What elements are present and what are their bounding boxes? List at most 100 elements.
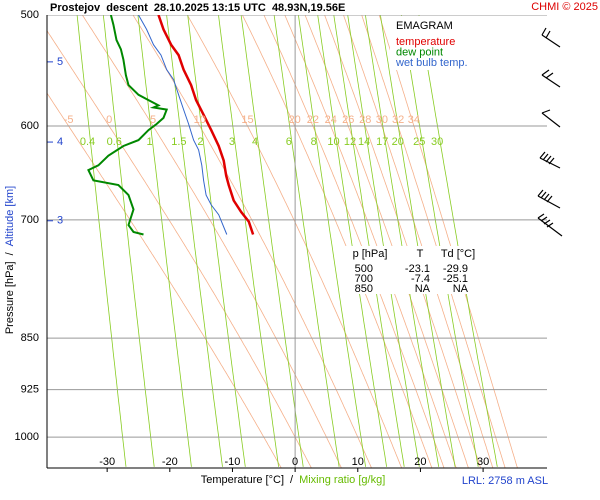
legend-title: EMAGRAM <box>396 20 453 32</box>
legend-entry: wet bulb temp. <box>395 57 468 69</box>
y-label-2: Altitude [km] <box>4 186 16 247</box>
mixing-ratio-label: 20 <box>392 136 404 148</box>
mixing-ratio-label: 1 <box>146 136 152 148</box>
footnote: LRL: 2758 m ASL <box>462 475 548 487</box>
wind-barb <box>539 151 561 169</box>
x-tick-label: 20 <box>414 456 426 468</box>
mixing-ratio-label: 17 <box>376 136 388 148</box>
table-cell: 700 <box>355 273 373 285</box>
x-label: Temperature [°C] <box>201 474 284 486</box>
adiabat-label: 26 <box>342 114 354 126</box>
table-box <box>345 246 477 294</box>
y-tick-label: 850 <box>21 332 39 344</box>
mixing-ratio-label: 2 <box>197 136 203 148</box>
adiabat-label: 22 <box>307 114 319 126</box>
adiabat-label: 15 <box>241 114 253 126</box>
adiabat-label: 20 <box>288 114 300 126</box>
adiabat-label: 24 <box>325 114 337 126</box>
mixing-ratio-line <box>166 15 223 467</box>
table-cell: -7.4 <box>411 273 430 285</box>
profile-line <box>157 15 255 235</box>
table-cell: -23.1 <box>405 263 430 275</box>
y-tick-label: 700 <box>21 214 39 226</box>
table-cell: 500 <box>355 263 373 275</box>
wind-barb <box>541 27 561 48</box>
mixing-ratio-line <box>218 15 279 467</box>
x-axis-title: Temperature [°C] / Mixing ratio [g/kg] <box>201 474 386 486</box>
mixing-ratio-line <box>187 15 246 467</box>
moist-adiabat <box>186 15 403 468</box>
y-tick-label: 500 <box>21 9 39 21</box>
x-label-separator: / <box>290 474 294 486</box>
moist-adiabat <box>47 30 312 468</box>
mixing-ratio-label: 10 <box>327 136 339 148</box>
table-cell: -25.1 <box>443 273 468 285</box>
table-cell: 850 <box>355 283 373 295</box>
mixing-ratio-label: 6 <box>286 136 292 148</box>
x-tick-label: -30 <box>99 456 115 468</box>
wind-barb <box>537 189 561 209</box>
adiabat-label: 5 <box>150 114 156 126</box>
adiabat-label: 32 <box>392 114 404 126</box>
table-header: Td [°C] <box>441 248 475 260</box>
mixing-ratio-line <box>298 15 366 467</box>
altitude-tick-label: 5 <box>57 56 63 68</box>
x-tick-label: 30 <box>477 456 489 468</box>
y-tick-label: 925 <box>21 384 39 396</box>
adiabat-label: -5 <box>64 114 74 126</box>
y-axis-title: Pressure [hPa] / Altitude [km] <box>4 186 16 334</box>
adiabat-label: 34 <box>408 114 420 126</box>
moist-adiabat <box>132 15 372 468</box>
mixing-ratio-label: 1.5 <box>171 136 186 148</box>
wind-barbs <box>537 27 563 237</box>
mixing-ratio-line <box>273 15 340 467</box>
legend-entry: temperature <box>396 36 455 48</box>
x-label-2: Mixing ratio [g/kg] <box>299 474 385 486</box>
profile-line <box>138 15 228 235</box>
chart-title: Prostejov descent 28.10.2025 13:15 UTC 4… <box>50 2 345 14</box>
mixing-ratio-label: 4 <box>252 136 258 148</box>
labels: -5 0 5 10 15 20 22 24 26 28 30 32 340.4 0.6 1 1.5 2 3 4 6 8 1… <box>15 9 489 472</box>
wind-barb <box>541 109 561 128</box>
mixing-ratio-line <box>76 15 127 467</box>
wind-barb <box>537 213 563 237</box>
mixing-ratio-label: 30 <box>431 136 443 148</box>
copyright: CHMI © 2025 <box>531 1 598 13</box>
y-tick-label: 600 <box>21 120 39 132</box>
mixing-ratio-label: 8 <box>311 136 317 148</box>
y-label-separator: / <box>4 251 16 255</box>
adiabat-label: 30 <box>376 114 388 126</box>
profile-line <box>87 15 169 236</box>
mixing-ratio-label: 3 <box>229 136 235 148</box>
x-tick-label: 0 <box>292 456 298 468</box>
altitude-tick-label: 4 <box>57 136 63 148</box>
moist-adiabat <box>47 92 282 468</box>
mixing-ratio-line <box>102 15 155 467</box>
moist-adiabat <box>81 15 342 468</box>
profiles <box>87 15 255 236</box>
table-header: p [hPa] <box>353 248 388 260</box>
mixing-ratio-label: 0.4 <box>80 136 95 148</box>
table-cell: NA <box>453 283 469 295</box>
adiabat-label: 28 <box>359 114 371 126</box>
mixing-ratio-label: 12 <box>344 136 356 148</box>
legend-box <box>390 16 476 70</box>
y-tick-label: 1000 <box>15 431 39 443</box>
mixing-ratio-label: 14 <box>358 136 370 148</box>
altitude-tick-label: 3 <box>57 215 63 227</box>
mixing-ratio-line <box>137 15 192 467</box>
mixing-ratio-label: 25 <box>413 136 425 148</box>
table-header: T <box>417 248 424 260</box>
legend-entry: dew point <box>396 46 443 58</box>
table-cell: -29.9 <box>443 263 468 275</box>
adiabat-label: 0 <box>106 114 112 126</box>
y-label: Pressure [hPa] <box>4 261 16 334</box>
wind-barb <box>541 69 561 88</box>
adiabat-label: 10 <box>194 114 206 126</box>
table-cell: NA <box>415 283 431 295</box>
x-tick-label: -20 <box>162 456 178 468</box>
mixing-ratio-label: 0.6 <box>107 136 122 148</box>
